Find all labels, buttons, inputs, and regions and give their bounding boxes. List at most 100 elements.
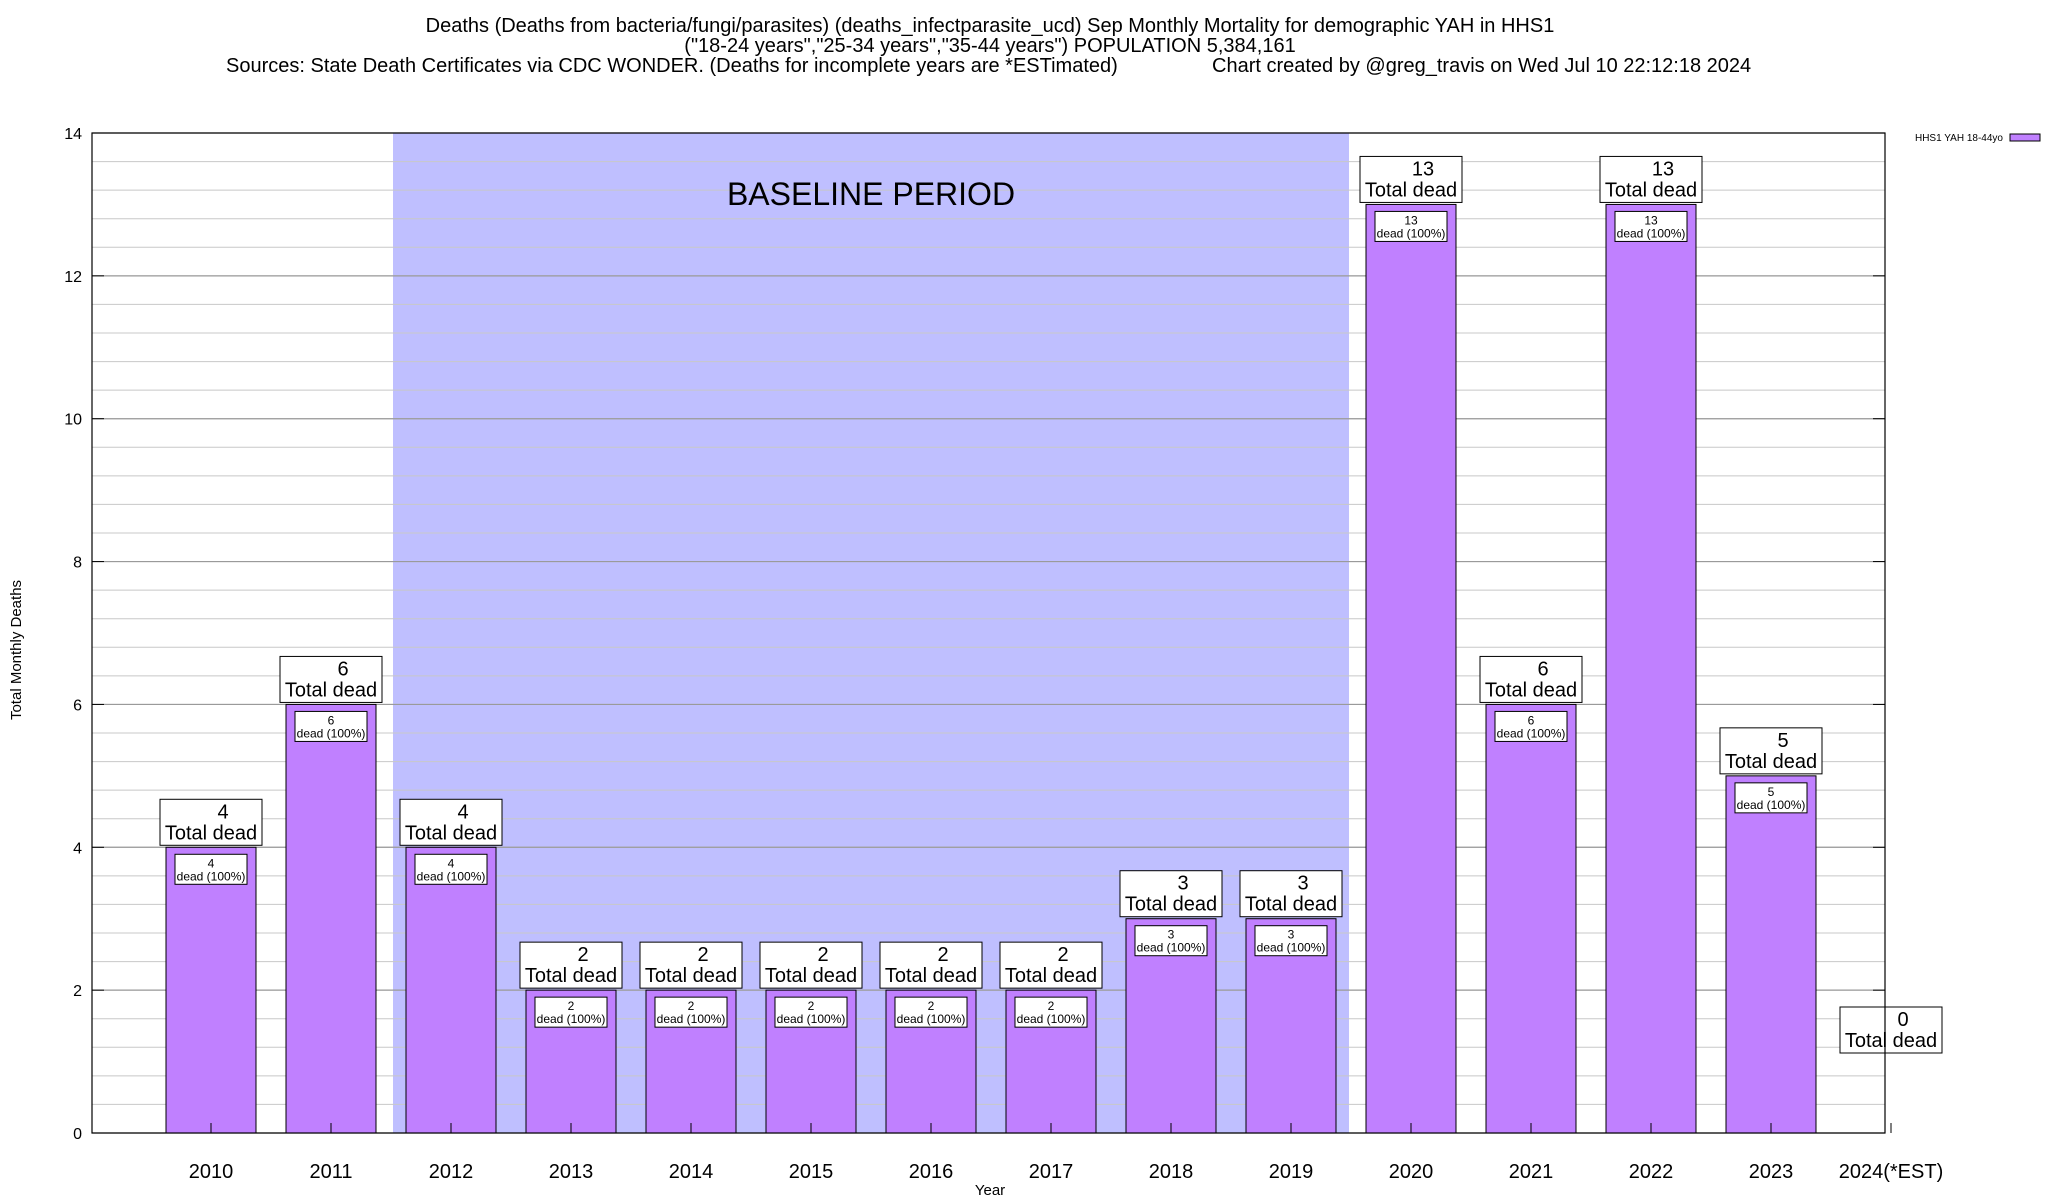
bar [165, 846, 257, 1134]
bar-value-label: 6 [1528, 713, 1535, 727]
total-dead-box [1239, 870, 1343, 918]
y-tick-label: 12 [64, 269, 82, 286]
x-tick-label: 2024(*EST) [1839, 1161, 1944, 1183]
total-dead-label: Total dead [1725, 751, 1817, 773]
y-tick-label: 8 [73, 555, 82, 572]
total-dead-box [879, 941, 983, 989]
bar-value-box [174, 853, 248, 885]
total-dead-label: Total dead [525, 965, 617, 987]
plot-frame [91, 132, 1886, 1134]
total-dead-value: 2 [697, 944, 708, 966]
chart-title-line-3-credit: Chart created by @greg_travis on Wed Jul… [1212, 55, 1751, 77]
total-dead-box [759, 941, 863, 989]
total-dead-value: 2 [937, 944, 948, 966]
bar-value-label: 2 [928, 999, 935, 1013]
bar-value-box [1614, 210, 1688, 242]
y-tick-label: 6 [73, 697, 82, 714]
bar-value-box [294, 710, 368, 742]
bar-value-label: 13 [1404, 213, 1418, 227]
total-dead-value: 13 [1412, 158, 1434, 180]
bar-value-box [1134, 925, 1208, 957]
bar-value-label: 4 [448, 856, 455, 870]
total-dead-value: 6 [1537, 658, 1548, 680]
bar [1605, 203, 1697, 1134]
total-dead-value: 3 [1177, 873, 1188, 895]
x-tick-label: 2020 [1389, 1161, 1434, 1183]
bar [1485, 703, 1577, 1134]
bar-value-suffix: dead (100%) [1737, 798, 1806, 812]
total-dead-label: Total dead [1605, 179, 1697, 201]
bar-value-label: 2 [688, 999, 695, 1013]
y-tick-label: 4 [73, 840, 82, 857]
bar-value-suffix: dead (100%) [417, 869, 486, 883]
total-dead-box [639, 941, 743, 989]
total-dead-value: 2 [1057, 944, 1068, 966]
bar-value-label: 3 [1168, 928, 1175, 942]
bar-value-suffix: dead (100%) [1017, 1012, 1086, 1026]
bar [1365, 203, 1457, 1134]
x-tick-label: 2021 [1509, 1161, 1554, 1183]
total-dead-box [999, 941, 1103, 989]
legend-swatch [2009, 133, 2041, 142]
total-dead-box [279, 655, 383, 703]
x-tick-label: 2017 [1029, 1161, 1074, 1183]
total-dead-label: Total dead [405, 822, 497, 844]
bar-value-label: 6 [328, 713, 335, 727]
bar-value-suffix: dead (100%) [1137, 941, 1206, 955]
total-dead-box [1599, 155, 1703, 203]
total-dead-label: Total dead [1365, 179, 1457, 201]
bar-value-box [1254, 925, 1328, 957]
baseline-period-label: BASELINE PERIOD [727, 176, 1015, 212]
x-tick-label: 2010 [189, 1161, 234, 1183]
bar-value-label: 2 [568, 999, 575, 1013]
x-tick-label: 2022 [1629, 1161, 1674, 1183]
bar-value-label: 2 [1048, 999, 1055, 1013]
bar-value-box [654, 996, 728, 1028]
total-dead-value: 6 [337, 658, 348, 680]
bar-value-suffix: dead (100%) [1377, 226, 1446, 240]
chart-title-line-1: Deaths (Deaths from bacteria/fungi/paras… [426, 15, 1555, 37]
y-tick-label: 2 [73, 983, 82, 1000]
bar-value-box [774, 996, 848, 1028]
total-dead-value: 2 [817, 944, 828, 966]
total-dead-box [399, 798, 503, 846]
total-dead-box [1839, 1006, 1943, 1054]
total-dead-value: 5 [1777, 730, 1788, 752]
bar-value-box [414, 853, 488, 885]
bar-value-suffix: dead (100%) [537, 1012, 606, 1026]
bar-value-suffix: dead (100%) [1257, 941, 1326, 955]
bar-value-suffix: dead (100%) [177, 869, 246, 883]
total-dead-label: Total dead [1845, 1030, 1937, 1052]
bar-value-suffix: dead (100%) [1617, 226, 1686, 240]
bar [405, 846, 497, 1134]
total-dead-label: Total dead [645, 965, 737, 987]
total-dead-box [1719, 727, 1823, 775]
bar-value-suffix: dead (100%) [777, 1012, 846, 1026]
total-dead-value: 4 [457, 801, 468, 823]
y-tick-label: 14 [64, 126, 82, 143]
x-tick-label: 2016 [909, 1161, 954, 1183]
bar-value-suffix: dead (100%) [1497, 726, 1566, 740]
bar-value-label: 3 [1288, 928, 1295, 942]
total-dead-label: Total dead [1125, 894, 1217, 916]
bar-value-label: 13 [1644, 213, 1658, 227]
bar-value-label: 4 [208, 856, 215, 870]
bar-value-label: 2 [808, 999, 815, 1013]
bar-value-suffix: dead (100%) [657, 1012, 726, 1026]
total-dead-label: Total dead [1005, 965, 1097, 987]
x-axis-label: Year [975, 1182, 1005, 1199]
bar-value-box [894, 996, 968, 1028]
bar-value-box [1014, 996, 1088, 1028]
x-tick-label: 2019 [1269, 1161, 1314, 1183]
x-tick-label: 2015 [789, 1161, 834, 1183]
x-tick-label: 2023 [1749, 1161, 1794, 1183]
y-axis-label: Total Monthly Deaths [8, 580, 25, 720]
total-dead-label: Total dead [765, 965, 857, 987]
legend-label: HHS1 YAH 18-44yo [1915, 133, 2003, 144]
total-dead-label: Total dead [1245, 894, 1337, 916]
chart-title-line-2: ("18-24 years","25-34 years","35-44 year… [684, 35, 1295, 57]
total-dead-label: Total dead [165, 822, 257, 844]
total-dead-value: 2 [577, 944, 588, 966]
x-tick-label: 2012 [429, 1161, 474, 1183]
